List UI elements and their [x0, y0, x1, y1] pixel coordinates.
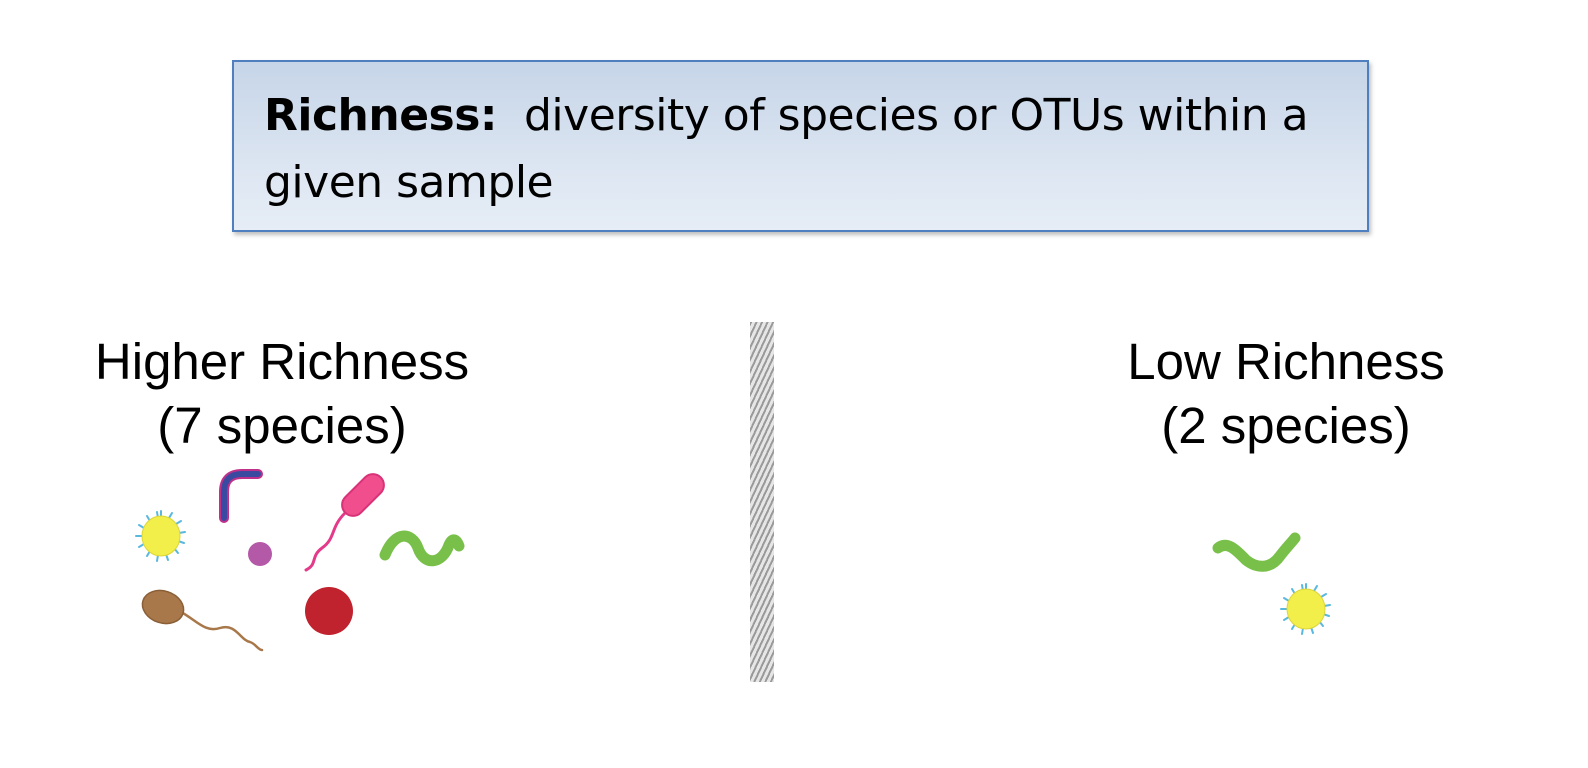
higher-richness-count: (7 species) [157, 397, 407, 454]
low-richness-title: Low Richness (2 species) [1046, 330, 1526, 458]
purple-coccus-icon [248, 542, 272, 566]
definition-body: diversity of species or OTUs within a gi… [264, 90, 1309, 208]
pink-flagellate-icon [304, 473, 385, 572]
higher-richness-title: Higher Richness (7 species) [42, 330, 522, 458]
definition-text: Richness: diversity of species or OTUs w… [264, 82, 1354, 216]
low-richness-label: Low Richness [1127, 333, 1445, 390]
low-richness-count: (2 species) [1161, 397, 1411, 454]
brown-flagellate-icon [141, 589, 264, 652]
definition-term: Richness: [264, 90, 498, 141]
higher-richness-label: Higher Richness [94, 333, 470, 390]
red-coccus-icon [305, 587, 353, 635]
yellow-spiky-coccus-icon [1280, 583, 1331, 635]
definition-box: Richness: diversity of species or OTUs w… [232, 60, 1369, 232]
green-spirillum-icon [379, 530, 465, 567]
yellow-spiky-coccus-icon [135, 510, 186, 562]
panel-divider [750, 322, 774, 682]
green-spirillum-icon [1212, 532, 1301, 572]
